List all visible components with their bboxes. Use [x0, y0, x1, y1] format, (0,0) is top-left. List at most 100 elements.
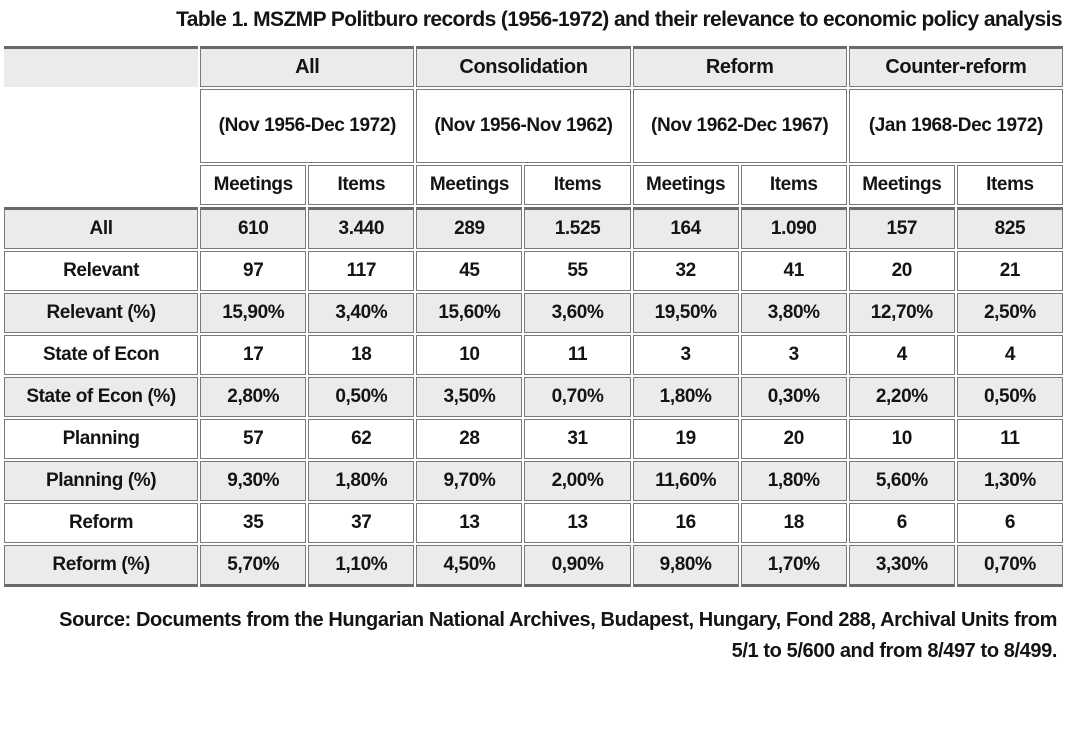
data-cell: 10 — [416, 335, 523, 375]
data-cell: 19 — [632, 419, 739, 459]
data-cell: 1,30% — [956, 461, 1063, 501]
table-body: All 610 3.440 289 1.525 164 1.090 157 825 Relevan… — [4, 207, 1063, 587]
data-cell: 62 — [308, 419, 415, 459]
data-cell: 2,50% — [956, 293, 1063, 333]
data-cell: 4,50% — [416, 545, 523, 587]
data-cell: 2,20% — [848, 377, 955, 417]
data-cell: 9,30% — [200, 461, 307, 501]
data-cell: 15,60% — [416, 293, 523, 333]
data-cell: 18 — [740, 503, 847, 543]
data-cell: 3,60% — [524, 293, 631, 333]
group-header-all: All — [200, 46, 415, 87]
source-line-2: 5/1 to 5/600 and from 8/497 to 8/499. — [731, 640, 1058, 662]
data-cell: 5,70% — [200, 545, 307, 587]
data-cell: 3,40% — [308, 293, 415, 333]
row-label: Reform (%) — [4, 545, 199, 587]
subheader-items: Items — [524, 165, 631, 205]
data-cell: 15,90% — [200, 293, 307, 333]
group-header-consolidation: Consolidation — [416, 46, 631, 87]
data-cell: 11 — [524, 335, 631, 375]
data-cell: 2,80% — [200, 377, 307, 417]
group-header-reform: Reform — [632, 46, 847, 87]
data-cell: 45 — [416, 251, 523, 291]
period-all: (Nov 1956-Dec 1972) — [200, 89, 415, 163]
data-cell: 0,70% — [524, 377, 631, 417]
table-row: Relevant 97 117 45 55 32 41 20 21 — [4, 251, 1063, 291]
data-cell: 6 — [956, 503, 1063, 543]
data-cell: 1.525 — [524, 207, 631, 249]
data-cell: 1,10% — [308, 545, 415, 587]
data-cell: 0,30% — [740, 377, 847, 417]
data-cell: 16 — [632, 503, 739, 543]
data-cell: 32 — [632, 251, 739, 291]
table-row: State of Econ (%) 2,80% 0,50% 3,50% 0,70% 1,8… — [4, 377, 1063, 417]
subheader-meetings: Meetings — [200, 165, 307, 205]
blank-corner-cell — [4, 89, 199, 163]
period-reform: (Nov 1962-Dec 1967) — [632, 89, 847, 163]
subheader-meetings: Meetings — [632, 165, 739, 205]
table-row: Reform 35 37 13 13 16 18 6 6 — [4, 503, 1063, 543]
data-cell: 13 — [416, 503, 523, 543]
blank-corner-cell — [4, 46, 199, 87]
table-row: Planning (%) 9,30% 1,80% 9,70% 2,00% 11,60% 1,… — [4, 461, 1063, 501]
blank-corner-cell — [4, 165, 199, 205]
subheader-meetings: Meetings — [416, 165, 523, 205]
subheader-items: Items — [956, 165, 1063, 205]
data-cell: 20 — [848, 251, 955, 291]
data-cell: 35 — [200, 503, 307, 543]
row-label: Planning — [4, 419, 199, 459]
data-cell: 1,80% — [632, 377, 739, 417]
data-cell: 13 — [524, 503, 631, 543]
data-cell: 9,70% — [416, 461, 523, 501]
data-cell: 157 — [848, 207, 955, 249]
subheader-row: Meetings Items Meetings Items Meetings I… — [4, 165, 1063, 205]
source-line-1: Source: Documents from the Hungarian Nat… — [59, 609, 1057, 631]
data-cell: 3,80% — [740, 293, 847, 333]
data-cell: 21 — [956, 251, 1063, 291]
data-cell: 0,50% — [308, 377, 415, 417]
row-label: Relevant (%) — [4, 293, 199, 333]
politburo-records-table: All Consolidation Reform Counter-reform … — [2, 44, 1065, 589]
data-cell: 1,80% — [740, 461, 847, 501]
table-row: Reform (%) 5,70% 1,10% 4,50% 0,90% 9,80% 1,70%… — [4, 545, 1063, 587]
data-cell: 3 — [740, 335, 847, 375]
row-label: Planning (%) — [4, 461, 199, 501]
table-row: Relevant (%) 15,90% 3,40% 15,60% 3,60% 19,50%… — [4, 293, 1063, 333]
table-header: All Consolidation Reform Counter-reform … — [4, 46, 1063, 205]
data-cell: 0,70% — [956, 545, 1063, 587]
data-cell: 117 — [308, 251, 415, 291]
data-cell: 825 — [956, 207, 1063, 249]
group-header-counter-reform: Counter-reform — [848, 46, 1063, 87]
data-cell: 20 — [740, 419, 847, 459]
data-cell: 4 — [848, 335, 955, 375]
data-cell: 37 — [308, 503, 415, 543]
data-cell: 6 — [848, 503, 955, 543]
data-cell: 31 — [524, 419, 631, 459]
period-header-row: (Nov 1956-Dec 1972) (Nov 1956-Nov 1962) … — [4, 89, 1063, 163]
period-consolidation: (Nov 1956-Nov 1962) — [416, 89, 631, 163]
data-cell: 4 — [956, 335, 1063, 375]
group-header-row: All Consolidation Reform Counter-reform — [4, 46, 1063, 87]
data-cell: 2,00% — [524, 461, 631, 501]
table-title: Table 1. MSZMP Politburo records (1956-1… — [176, 8, 1062, 31]
table-row: State of Econ 17 18 10 11 3 3 4 4 — [4, 335, 1063, 375]
table-row: All 610 3.440 289 1.525 164 1.090 157 825 — [4, 207, 1063, 249]
row-label: State of Econ — [4, 335, 199, 375]
table-row: Planning 57 62 28 31 19 20 10 11 — [4, 419, 1063, 459]
subheader-meetings: Meetings — [848, 165, 955, 205]
source-note: Source: Documents from the Hungarian Nat… — [0, 605, 1067, 667]
data-cell: 57 — [200, 419, 307, 459]
data-cell: 28 — [416, 419, 523, 459]
subheader-items: Items — [740, 165, 847, 205]
data-cell: 5,60% — [848, 461, 955, 501]
data-cell: 11 — [956, 419, 1063, 459]
row-label: Relevant — [4, 251, 199, 291]
data-cell: 10 — [848, 419, 955, 459]
period-counter-reform: (Jan 1968-Dec 1972) — [848, 89, 1063, 163]
data-cell: 164 — [632, 207, 739, 249]
data-cell: 3.440 — [308, 207, 415, 249]
data-cell: 1,80% — [308, 461, 415, 501]
data-cell: 97 — [200, 251, 307, 291]
data-cell: 1.090 — [740, 207, 847, 249]
data-cell: 610 — [200, 207, 307, 249]
